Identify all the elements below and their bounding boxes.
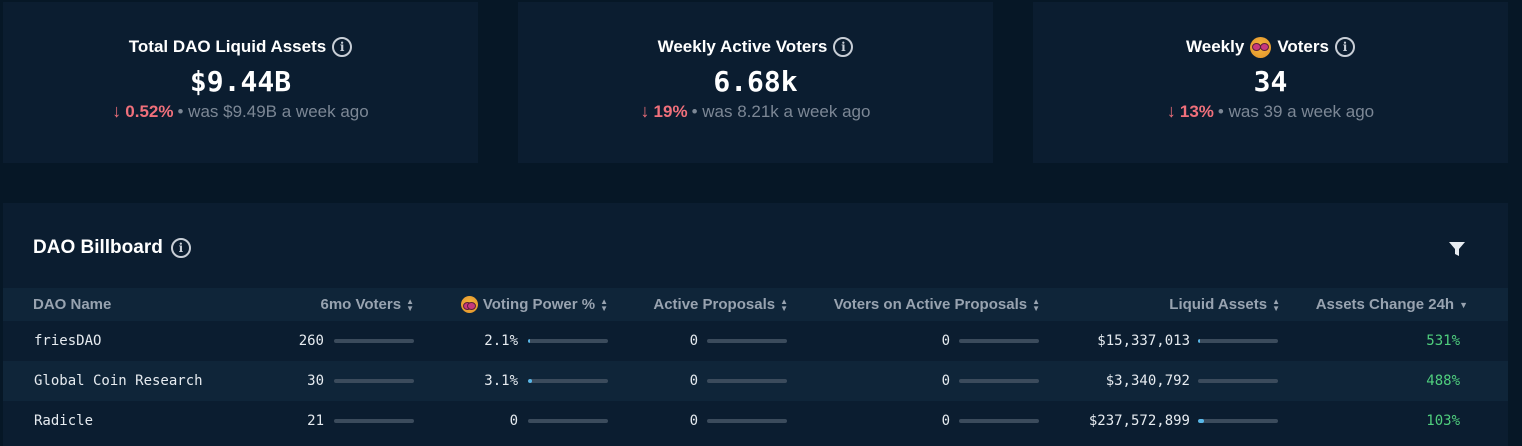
card-value: 34 xyxy=(1253,65,1288,98)
sort-icon: ▲ ▼ xyxy=(1272,296,1280,313)
liquid-assets-bar xyxy=(1198,379,1278,383)
card-title: Total DAO Liquid Assets xyxy=(128,37,327,56)
card-title: Weekly Active Voters xyxy=(657,37,828,56)
voters-active-bar xyxy=(959,379,1039,383)
column-header-dao-name[interactable]: DAO Name xyxy=(33,288,111,321)
dao-name-cell[interactable]: Global Coin Research xyxy=(34,373,203,389)
sort-icon: ▲ ▼ xyxy=(600,296,608,313)
liquid-assets-cell: $15,337,013 xyxy=(1097,333,1190,349)
stat-card-active-voters: Weekly Active Voters i 6.68k ↓ 19% • was… xyxy=(518,2,993,163)
column-label: Assets Change 24h xyxy=(1315,296,1455,313)
card-title-prefix: Weekly xyxy=(1186,37,1245,56)
column-header-voters[interactable]: 6mo Voters ▲ ▼ xyxy=(320,288,414,321)
voting-power-cell: 2.1% xyxy=(484,333,518,349)
card-change: ↓ 13% • was 39 a week ago xyxy=(1033,101,1508,122)
column-label: Active Proposals xyxy=(653,296,776,313)
voters-active-cell: 0 xyxy=(941,413,950,429)
table-row[interactable]: friesDAO 260 2.1% 0 0 $15,337,013 531% xyxy=(3,321,1508,361)
card-title-suffix: Voters xyxy=(1277,37,1329,56)
change-percent: 13% xyxy=(1179,101,1214,121)
assets-change-cell: 531% xyxy=(1426,333,1460,349)
column-label: Voters on Active Proposals xyxy=(833,296,1028,313)
voters-cell: 260 xyxy=(298,333,324,349)
card-change: ↓ 19% • was 8.21k a week ago xyxy=(518,101,993,122)
change-text: • was 8.21k a week ago xyxy=(691,101,871,121)
table-row[interactable]: Global Coin Research 30 3.1% 0 0 $3,340,… xyxy=(3,361,1508,401)
voters-cell: 21 xyxy=(307,413,324,429)
info-icon[interactable]: i xyxy=(332,37,353,57)
dao-name-cell[interactable]: friesDAO xyxy=(34,333,102,349)
info-icon[interactable]: i xyxy=(170,238,191,258)
column-header-voters-active[interactable]: Voters on Active Proposals ▲ ▼ xyxy=(834,288,1040,321)
info-icon[interactable]: i xyxy=(833,37,854,57)
change-percent: 0.52% xyxy=(125,101,174,121)
stat-card-liquid-assets: Total DAO Liquid Assets i $9.44B ↓ 0.52%… xyxy=(3,2,478,163)
table-row[interactable]: Radicle 21 0 0 0 $237,572,899 103% xyxy=(3,401,1508,441)
voting-power-bar xyxy=(528,379,608,383)
column-header-liquid-assets[interactable]: Liquid Assets ▲ ▼ xyxy=(1169,288,1280,321)
liquid-assets-cell: $237,572,899 xyxy=(1088,413,1190,429)
sunglasses-emoji-icon xyxy=(1250,36,1272,58)
active-proposals-cell: 0 xyxy=(689,373,698,389)
stat-card-emoji-voters: Weekly Voters i 34 ↓ 13% • was 39 a week… xyxy=(1033,2,1508,163)
card-value: $9.44B xyxy=(189,65,292,98)
card-value: 6.68k xyxy=(713,65,798,98)
active-proposals-bar xyxy=(707,379,787,383)
down-arrow-icon: ↓ xyxy=(640,101,650,121)
info-icon[interactable]: i xyxy=(1334,37,1355,57)
filter-icon[interactable] xyxy=(1448,240,1466,258)
liquid-assets-bar xyxy=(1198,339,1278,343)
card-change: ↓ 0.52% • was $9.49B a week ago xyxy=(3,101,478,122)
active-proposals-bar xyxy=(707,339,787,343)
voting-power-bar xyxy=(528,419,608,423)
dao-name-cell[interactable]: Radicle xyxy=(34,413,94,429)
voters-bar xyxy=(334,419,414,423)
column-header-voting-power[interactable]: Voting Power % ▲ ▼ xyxy=(460,288,608,321)
change-percent: 19% xyxy=(653,101,688,121)
column-header-assets-change[interactable]: Assets Change 24h ▼ xyxy=(1316,288,1468,321)
voters-active-cell: 0 xyxy=(941,333,950,349)
column-label: Voting Power % xyxy=(482,296,596,313)
voters-active-bar xyxy=(959,339,1039,343)
sort-icon: ▲ ▼ xyxy=(1032,296,1040,313)
panel-title: DAO Billboard xyxy=(33,237,163,258)
active-proposals-cell: 0 xyxy=(689,333,698,349)
voters-bar xyxy=(334,379,414,383)
column-label: DAO Name xyxy=(33,296,112,313)
liquid-assets-cell: $3,340,792 xyxy=(1105,373,1190,389)
voting-power-cell: 3.1% xyxy=(484,373,518,389)
change-text: • was $9.49B a week ago xyxy=(177,101,369,121)
column-label: Liquid Assets xyxy=(1169,296,1268,313)
assets-change-cell: 103% xyxy=(1426,413,1460,429)
dao-billboard-panel: DAO Billboard i DAO Name 6mo Voters ▲ ▼ V… xyxy=(3,203,1508,446)
sort-icon: ▲ ▼ xyxy=(406,296,414,313)
sort-icon: ▲ ▼ xyxy=(780,296,788,313)
voting-power-cell: 0 xyxy=(509,413,518,429)
change-text: • was 39 a week ago xyxy=(1217,101,1375,121)
active-proposals-bar xyxy=(707,419,787,423)
assets-change-cell: 488% xyxy=(1426,373,1460,389)
voters-bar xyxy=(334,339,414,343)
down-arrow-icon: ↓ xyxy=(1166,101,1176,121)
sunglasses-emoji-icon xyxy=(460,296,478,313)
column-header-active-proposals[interactable]: Active Proposals ▲ ▼ xyxy=(653,288,788,321)
liquid-assets-bar xyxy=(1198,419,1278,423)
down-arrow-icon: ↓ xyxy=(112,101,122,121)
voters-cell: 30 xyxy=(307,373,324,389)
sort-down-icon: ▼ xyxy=(1459,299,1468,310)
voters-active-cell: 0 xyxy=(941,373,950,389)
column-label: 6mo Voters xyxy=(320,296,402,313)
table-header: DAO Name 6mo Voters ▲ ▼ Voting Power % ▲ ▼… xyxy=(3,288,1508,321)
voting-power-bar xyxy=(528,339,608,343)
voters-active-bar xyxy=(959,419,1039,423)
active-proposals-cell: 0 xyxy=(689,413,698,429)
